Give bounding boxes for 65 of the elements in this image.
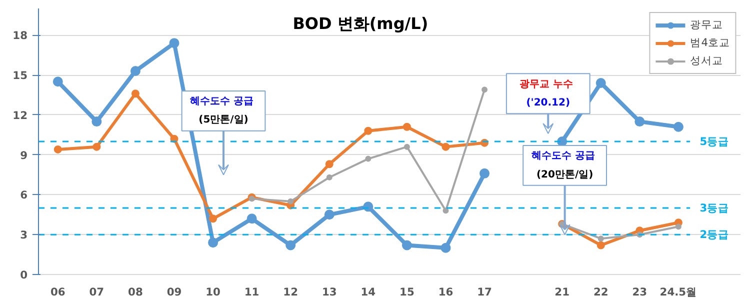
point [482,86,488,93]
point [402,240,412,250]
y-tick-label: 0 [20,268,28,282]
point [248,196,255,202]
ref-line-label: 3등급 [700,202,730,214]
point [92,116,102,127]
point [54,145,62,154]
point [442,142,450,151]
point [480,168,490,178]
point [326,174,332,180]
x-tick-label: 09 [166,286,182,298]
point [288,198,294,204]
x-tick-label: 11 [244,286,260,298]
x-tick-label: 17 [477,286,492,298]
point [404,144,410,150]
point [92,142,101,151]
point [52,76,63,87]
point [673,122,684,132]
point [675,224,682,230]
y-tick-label: 3 [20,228,28,242]
point [208,238,218,248]
x-tick-label: 08 [128,286,143,298]
y-tick-label: 18 [12,29,28,42]
x-tick-label: 24.5월 [660,286,698,298]
ref-line-label: 5등급 [700,135,730,148]
annotation: 광무교 누수 ('20.12) [520,78,574,108]
y-tick-label: 12 [12,108,28,122]
x-tick-label: 14 [360,286,376,298]
y-tick-label: 15 [12,69,28,82]
point [325,160,334,168]
x-tick-label: 16 [438,286,454,298]
x-tick-label: 07 [89,286,104,298]
x-tick-label: 12 [283,286,298,298]
point [596,78,606,88]
chart-title: BOD 변화(mg/L) [292,14,428,33]
legend-label: 성서교 [690,54,724,68]
point [634,116,645,127]
point [246,214,257,224]
annotation: 혜수도수 공급 (20만톤/일) [531,150,595,180]
point [596,241,605,250]
point [130,66,140,76]
legend-label: 범4호교 [690,36,730,50]
annotation: 혜수도수 공급 (5만톤/일) [190,96,254,126]
point [442,208,449,214]
x-tick-label: 15 [400,286,414,298]
point [169,38,180,48]
x-tick-label: 23 [632,286,648,298]
x-tick-label: 13 [322,286,337,298]
x-tick-label: 06 [50,286,66,298]
ref-line-label: 2등급 [700,228,730,242]
point [402,122,411,131]
point [324,210,334,220]
point [364,126,372,135]
point [286,240,296,250]
x-tick-label: 21 [554,286,570,298]
point [365,156,372,162]
point [209,214,218,223]
x-tick-label: 22 [593,286,608,298]
point [131,90,140,98]
x-tick-label: 10 [206,286,220,298]
y-tick-label: 9 [20,148,28,162]
y-tick-label: 6 [20,188,28,202]
point [598,236,604,242]
legend-label: 광무교 [690,18,724,32]
point [440,242,451,253]
